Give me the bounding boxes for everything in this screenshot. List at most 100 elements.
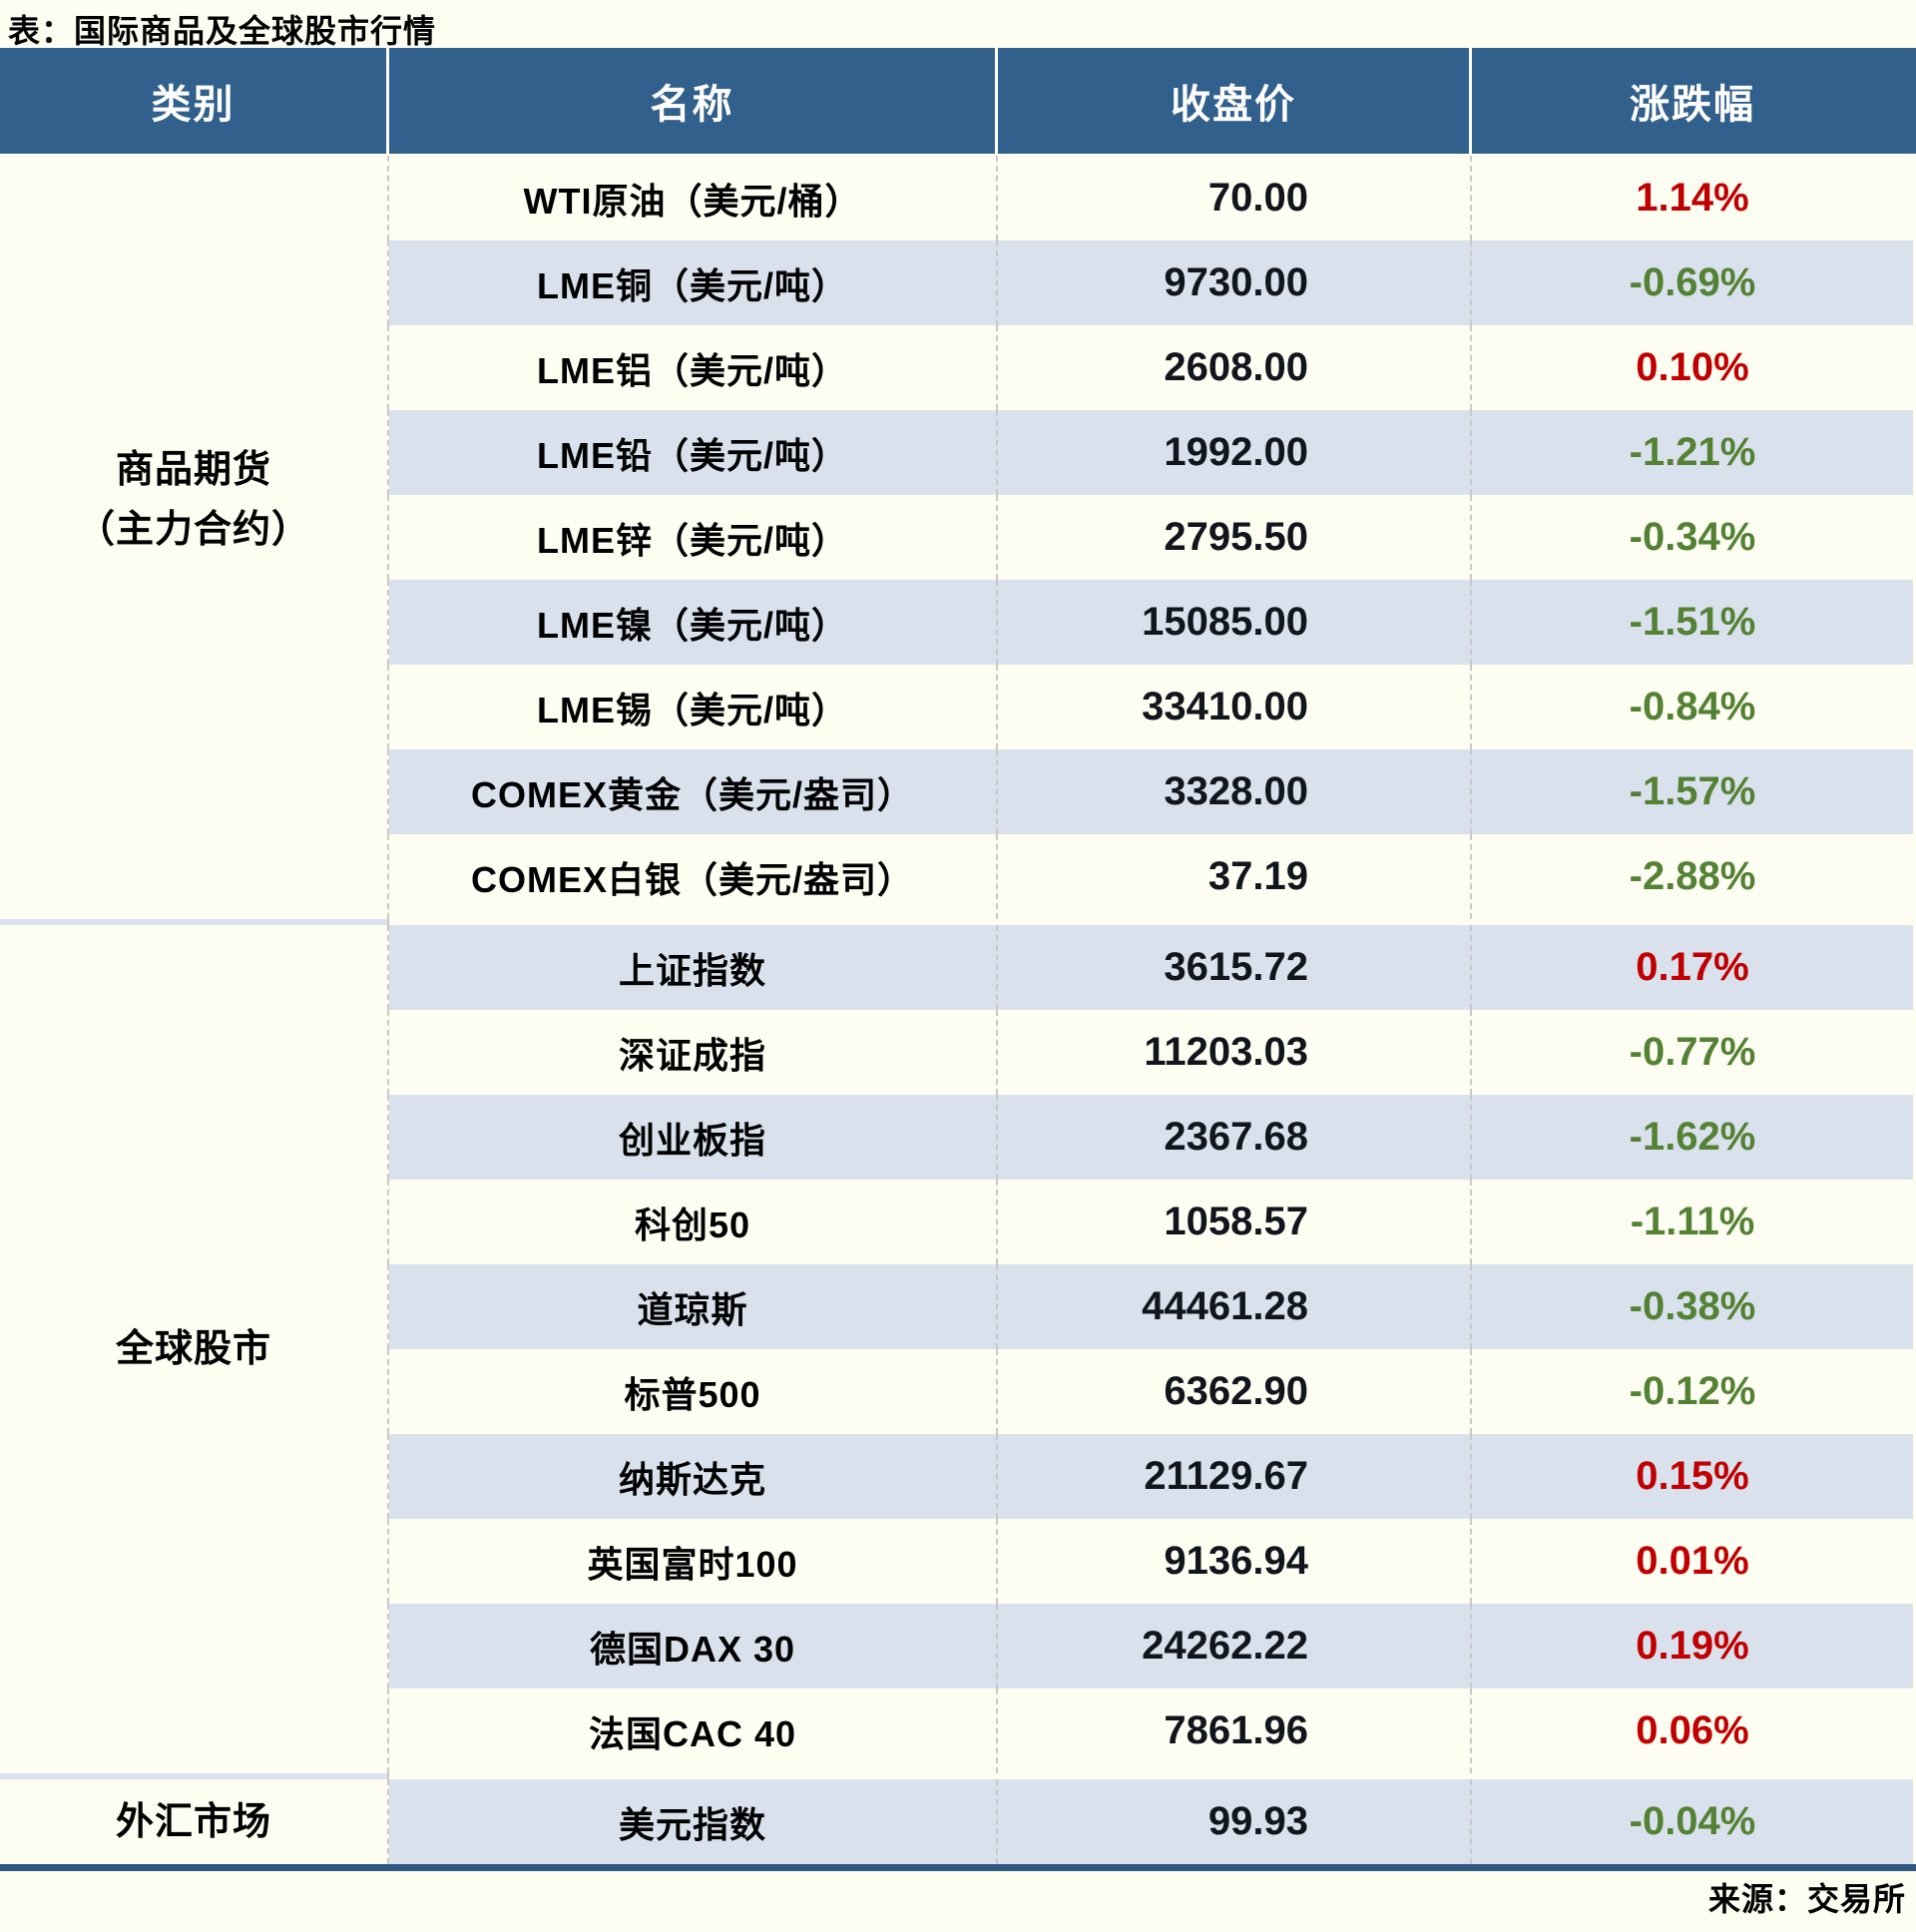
name-cell: LME铜（美元/吨） bbox=[389, 241, 998, 325]
table-row: 法国CAC 40 7861.96 0.06% bbox=[0, 1689, 1916, 1773]
change-percent: 0.15% bbox=[1636, 1454, 1749, 1498]
close-cell: 1992.00 bbox=[998, 410, 1472, 495]
table-row: LME铅（美元/吨） 1992.00 -1.21% bbox=[0, 410, 1916, 495]
instrument-name: COMEX白银（美元/盎司） bbox=[470, 858, 914, 900]
close-price: 1058.57 bbox=[1164, 1200, 1308, 1243]
close-cell: 2367.68 bbox=[998, 1095, 1472, 1180]
close-cell: 1058.57 bbox=[998, 1180, 1472, 1264]
change-percent: -1.51% bbox=[1629, 600, 1756, 644]
name-cell: 美元指数 bbox=[389, 1779, 998, 1864]
close-price: 24262.22 bbox=[1142, 1624, 1308, 1668]
change-percent: 0.19% bbox=[1636, 1624, 1749, 1668]
change-percent: 0.06% bbox=[1636, 1708, 1749, 1752]
category-cell bbox=[0, 1264, 389, 1349]
change-cell: -1.21% bbox=[1472, 410, 1913, 495]
section-gap bbox=[0, 1773, 1916, 1779]
table-section: 美元指数 99.93 -0.04% 外汇市场 bbox=[0, 1779, 1916, 1864]
instrument-name: LME镍（美元/吨） bbox=[537, 604, 848, 646]
close-cell: 33410.00 bbox=[998, 665, 1472, 749]
change-cell: 0.01% bbox=[1472, 1519, 1913, 1604]
change-percent: -0.34% bbox=[1629, 515, 1756, 559]
change-cell: -1.51% bbox=[1472, 580, 1913, 665]
change-cell: 0.19% bbox=[1472, 1604, 1913, 1689]
table-row: LME锡（美元/吨） 33410.00 -0.84% bbox=[0, 665, 1916, 749]
category-cell bbox=[0, 665, 389, 749]
instrument-name: LME铝（美元/吨） bbox=[537, 349, 848, 391]
table-row: 道琼斯 44461.28 -0.38% bbox=[0, 1264, 1916, 1349]
table-row: 英国富时100 9136.94 0.01% bbox=[0, 1519, 1916, 1604]
change-percent: 0.17% bbox=[1636, 945, 1749, 989]
close-cell: 3328.00 bbox=[998, 749, 1472, 834]
change-percent: -0.38% bbox=[1629, 1284, 1756, 1328]
page-title: 表：国际商品及全球股市行情 bbox=[8, 13, 437, 49]
close-cell: 44461.28 bbox=[998, 1264, 1472, 1349]
change-cell: 1.14% bbox=[1472, 156, 1913, 241]
close-price: 9136.94 bbox=[1164, 1539, 1308, 1583]
category-cell bbox=[0, 1010, 389, 1095]
name-cell: COMEX白银（美元/盎司） bbox=[389, 834, 998, 919]
table-row: LME铝（美元/吨） 2608.00 0.10% bbox=[0, 325, 1916, 410]
category-cell bbox=[0, 1519, 389, 1604]
close-cell: 15085.00 bbox=[998, 580, 1472, 665]
category-cell bbox=[0, 410, 389, 495]
name-cell: LME锌（美元/吨） bbox=[389, 495, 998, 580]
table-section: 上证指数 3615.72 0.17% 深证成指 11203.03 -0.77% 创业板指 23… bbox=[0, 925, 1916, 1773]
section-gap-right bbox=[389, 1773, 1916, 1779]
name-cell: 上证指数 bbox=[389, 925, 998, 1010]
name-cell: 道琼斯 bbox=[389, 1264, 998, 1349]
close-price: 2367.68 bbox=[1164, 1115, 1308, 1159]
close-price: 3328.00 bbox=[1164, 769, 1308, 813]
name-cell: 深证成指 bbox=[389, 1010, 998, 1095]
close-price: 37.19 bbox=[1207, 854, 1308, 898]
change-cell: 0.17% bbox=[1472, 925, 1913, 1010]
instrument-name: COMEX黄金（美元/盎司） bbox=[470, 773, 914, 815]
close-cell: 99.93 bbox=[998, 1779, 1472, 1864]
change-cell: -2.88% bbox=[1472, 834, 1913, 919]
table-row: 美元指数 99.93 -0.04% bbox=[0, 1779, 1916, 1864]
category-cell bbox=[0, 325, 389, 410]
category-cell bbox=[0, 495, 389, 580]
instrument-name: LME铅（美元/吨） bbox=[537, 434, 848, 476]
change-cell: -1.57% bbox=[1472, 749, 1913, 834]
name-cell: WTI原油（美元/桶） bbox=[389, 156, 998, 241]
header-cell-category: 类别 bbox=[0, 48, 389, 154]
category-cell bbox=[0, 834, 389, 919]
header-cell-close: 收盘价 bbox=[998, 48, 1472, 154]
instrument-name: 上证指数 bbox=[618, 949, 766, 991]
close-price: 6362.90 bbox=[1164, 1369, 1308, 1413]
change-cell: -0.69% bbox=[1472, 241, 1913, 325]
instrument-name: 深证成指 bbox=[618, 1034, 766, 1076]
change-percent: 1.14% bbox=[1636, 176, 1749, 220]
table-row: 标普500 6362.90 -0.12% bbox=[0, 1349, 1916, 1434]
change-percent: -1.62% bbox=[1629, 1115, 1756, 1159]
name-cell: 标普500 bbox=[389, 1349, 998, 1434]
name-cell: 科创50 bbox=[389, 1180, 998, 1264]
change-cell: -0.77% bbox=[1472, 1010, 1913, 1095]
category-cell bbox=[0, 156, 389, 241]
instrument-name: LME锌（美元/吨） bbox=[537, 519, 848, 561]
category-cell bbox=[0, 1180, 389, 1264]
category-cell bbox=[0, 1434, 389, 1519]
name-cell: 法国CAC 40 bbox=[389, 1689, 998, 1773]
instrument-name: 科创50 bbox=[634, 1204, 751, 1245]
change-percent: 0.10% bbox=[1636, 345, 1749, 389]
market-table: 类别 名称 收盘价 涨跌幅 WTI原油（美元/桶） 70.00 1.14% LME铜（… bbox=[0, 48, 1916, 1871]
close-price: 11203.03 bbox=[1144, 1030, 1308, 1074]
table-row: 创业板指 2367.68 -1.62% bbox=[0, 1095, 1916, 1180]
table-body: WTI原油（美元/桶） 70.00 1.14% LME铜（美元/吨） 9730.00 -0… bbox=[0, 156, 1916, 1864]
close-cell: 9730.00 bbox=[998, 241, 1472, 325]
change-cell: -1.62% bbox=[1472, 1095, 1913, 1180]
close-price: 7861.96 bbox=[1164, 1708, 1308, 1752]
change-percent: -0.12% bbox=[1629, 1369, 1756, 1413]
close-price: 21129.67 bbox=[1144, 1454, 1308, 1498]
instrument-name: 英国富时100 bbox=[587, 1543, 798, 1585]
change-percent: -1.21% bbox=[1629, 430, 1756, 474]
table-header: 类别 名称 收盘价 涨跌幅 bbox=[0, 48, 1916, 156]
change-cell: -0.84% bbox=[1472, 665, 1913, 749]
table-row: 科创50 1058.57 -1.11% bbox=[0, 1180, 1916, 1264]
table-row: LME锌（美元/吨） 2795.50 -0.34% bbox=[0, 495, 1916, 580]
section-gap-left bbox=[0, 1773, 389, 1779]
table-row: COMEX黄金（美元/盎司） 3328.00 -1.57% bbox=[0, 749, 1916, 834]
name-cell: 英国富时100 bbox=[389, 1519, 998, 1604]
